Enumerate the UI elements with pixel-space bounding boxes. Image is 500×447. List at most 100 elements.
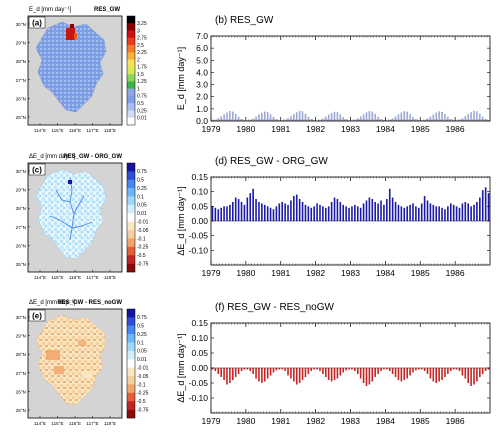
lon-label: 114°E: [34, 421, 46, 426]
x-tick-label: 1980: [236, 416, 255, 426]
bar: [342, 116, 345, 121]
bar: [417, 120, 420, 121]
bar: [380, 200, 382, 221]
bar: [432, 114, 435, 121]
x-tick-label: 1981: [271, 124, 290, 134]
bar: [400, 112, 403, 121]
bar: [432, 368, 435, 382]
panel-c-label-box: [28, 163, 46, 176]
colorbar-swatch: [127, 163, 135, 172]
bar: [406, 206, 408, 221]
colorbar-swatch: [127, 117, 135, 126]
map-e-units: ΔE_d [mm day⁻¹]: [29, 300, 76, 306]
x-tick-label: 1985: [411, 124, 430, 134]
bar: [301, 201, 304, 221]
bar: [383, 120, 385, 121]
bar: [339, 114, 342, 121]
colorbar-outline: [126, 162, 136, 273]
map-c-basin-shape: [35, 168, 107, 260]
y-tick-label: 2.0: [196, 92, 208, 102]
map-a-units: E_d [mm day⁻¹]: [29, 7, 72, 13]
colorbar-label: -0.01: [137, 365, 149, 371]
lon-label: 118°E: [104, 128, 116, 133]
bar: [214, 207, 217, 221]
bar: [316, 203, 318, 221]
panel-a-label-box: [28, 16, 46, 29]
colorbar-label: 0.75: [137, 169, 147, 175]
bar: [281, 201, 284, 221]
colorbar-label: 0.1: [137, 194, 144, 200]
bar: [298, 110, 301, 121]
map-c-lon-labels: 114°E 115°E 116°E 117°E 118°E: [34, 270, 116, 280]
bar: [330, 112, 333, 121]
bar: [394, 116, 397, 121]
bar: [336, 199, 339, 221]
colorbar-swatch: [127, 392, 135, 402]
bar: [243, 204, 246, 221]
bar: [298, 368, 301, 383]
bar: [278, 368, 281, 370]
lat-label: 27°N: [16, 371, 26, 376]
colorbar-label: 0.05: [137, 349, 147, 355]
bar: [458, 368, 461, 371]
map-e-patch-2: [54, 366, 64, 374]
bar: [452, 368, 455, 370]
bar: [455, 206, 458, 221]
y-tick-label: 1.0: [196, 104, 208, 114]
bar: [278, 203, 281, 221]
lon-label: 114°E: [34, 275, 46, 280]
colorbar-label: 0.75: [137, 94, 147, 100]
bar: [391, 118, 394, 121]
colorbar-swatch: [127, 325, 135, 335]
bar: [426, 118, 429, 121]
bar: [293, 196, 295, 221]
bar: [429, 368, 432, 379]
bar: [487, 368, 490, 370]
bar: [479, 368, 481, 377]
bar: [266, 368, 269, 379]
bar: [415, 206, 417, 221]
x-tick-label: 1981: [271, 416, 290, 426]
bar: [231, 368, 234, 380]
bar: [319, 204, 321, 221]
bar: [255, 199, 257, 221]
bar: [371, 368, 374, 382]
bar: [356, 206, 359, 221]
colorbar-label: 0.25: [137, 186, 147, 192]
colorbar-swatch: [127, 66, 135, 75]
bar: [275, 119, 278, 121]
chart-d-ylabel: ΔE_d [mm day⁻¹]: [176, 186, 186, 255]
lon-label: 114°E: [34, 128, 46, 133]
x-tick-label: 1979: [202, 268, 221, 278]
bar: [324, 207, 327, 221]
colorbar-swatch: [127, 16, 135, 24]
bar: [272, 368, 275, 373]
colorbar-swatch: [127, 59, 135, 68]
bar: [391, 368, 394, 374]
bar: [322, 368, 324, 374]
panel-c-label: (c): [32, 166, 42, 175]
lon-label: 116°E: [69, 275, 81, 280]
y-tick-label: 0.05: [191, 348, 208, 358]
chart-b-ylabel: E_d [mm day⁻¹]: [176, 47, 186, 110]
bar: [342, 368, 345, 373]
colorbar-label: 1.25: [137, 79, 147, 85]
x-tick-label: 1980: [236, 124, 255, 134]
colorbar-label: 0.01: [137, 116, 147, 122]
bar: [266, 112, 269, 121]
bar: [304, 113, 307, 121]
bar: [327, 114, 330, 121]
y-tick-label: 7.0: [196, 31, 208, 41]
x-tick-label: 1986: [446, 124, 465, 134]
bar: [383, 204, 385, 221]
bar: [229, 204, 231, 221]
lon-label: 115°E: [51, 128, 63, 133]
lat-label: 30°N: [16, 169, 26, 174]
lat-label: 28°N: [16, 206, 26, 211]
bar: [356, 368, 359, 374]
bar: [397, 368, 400, 380]
bar: [415, 368, 417, 371]
bar: [261, 203, 263, 221]
bar: [316, 368, 318, 370]
bar: [386, 199, 388, 221]
